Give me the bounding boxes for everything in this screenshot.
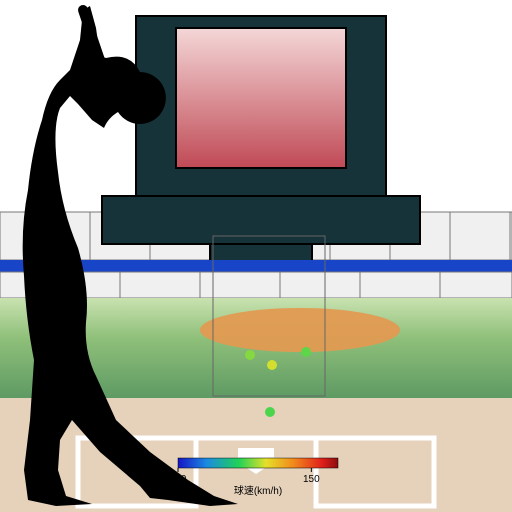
colorbar-axis-label: 球速(km/h)	[234, 484, 282, 497]
pitchers-mound	[200, 308, 400, 352]
pitch-marker	[265, 407, 275, 417]
chart-svg: 100150球速(km/h)	[0, 0, 512, 512]
pitch-marker	[245, 350, 255, 360]
pitch-marker	[301, 347, 311, 357]
colorbar-tick-label: 150	[303, 474, 320, 485]
scoreboard-screen	[176, 28, 346, 168]
pitch-location-chart: 100150球速(km/h)	[0, 0, 512, 512]
speed-colorbar	[178, 458, 338, 468]
pitch-marker	[267, 360, 277, 370]
